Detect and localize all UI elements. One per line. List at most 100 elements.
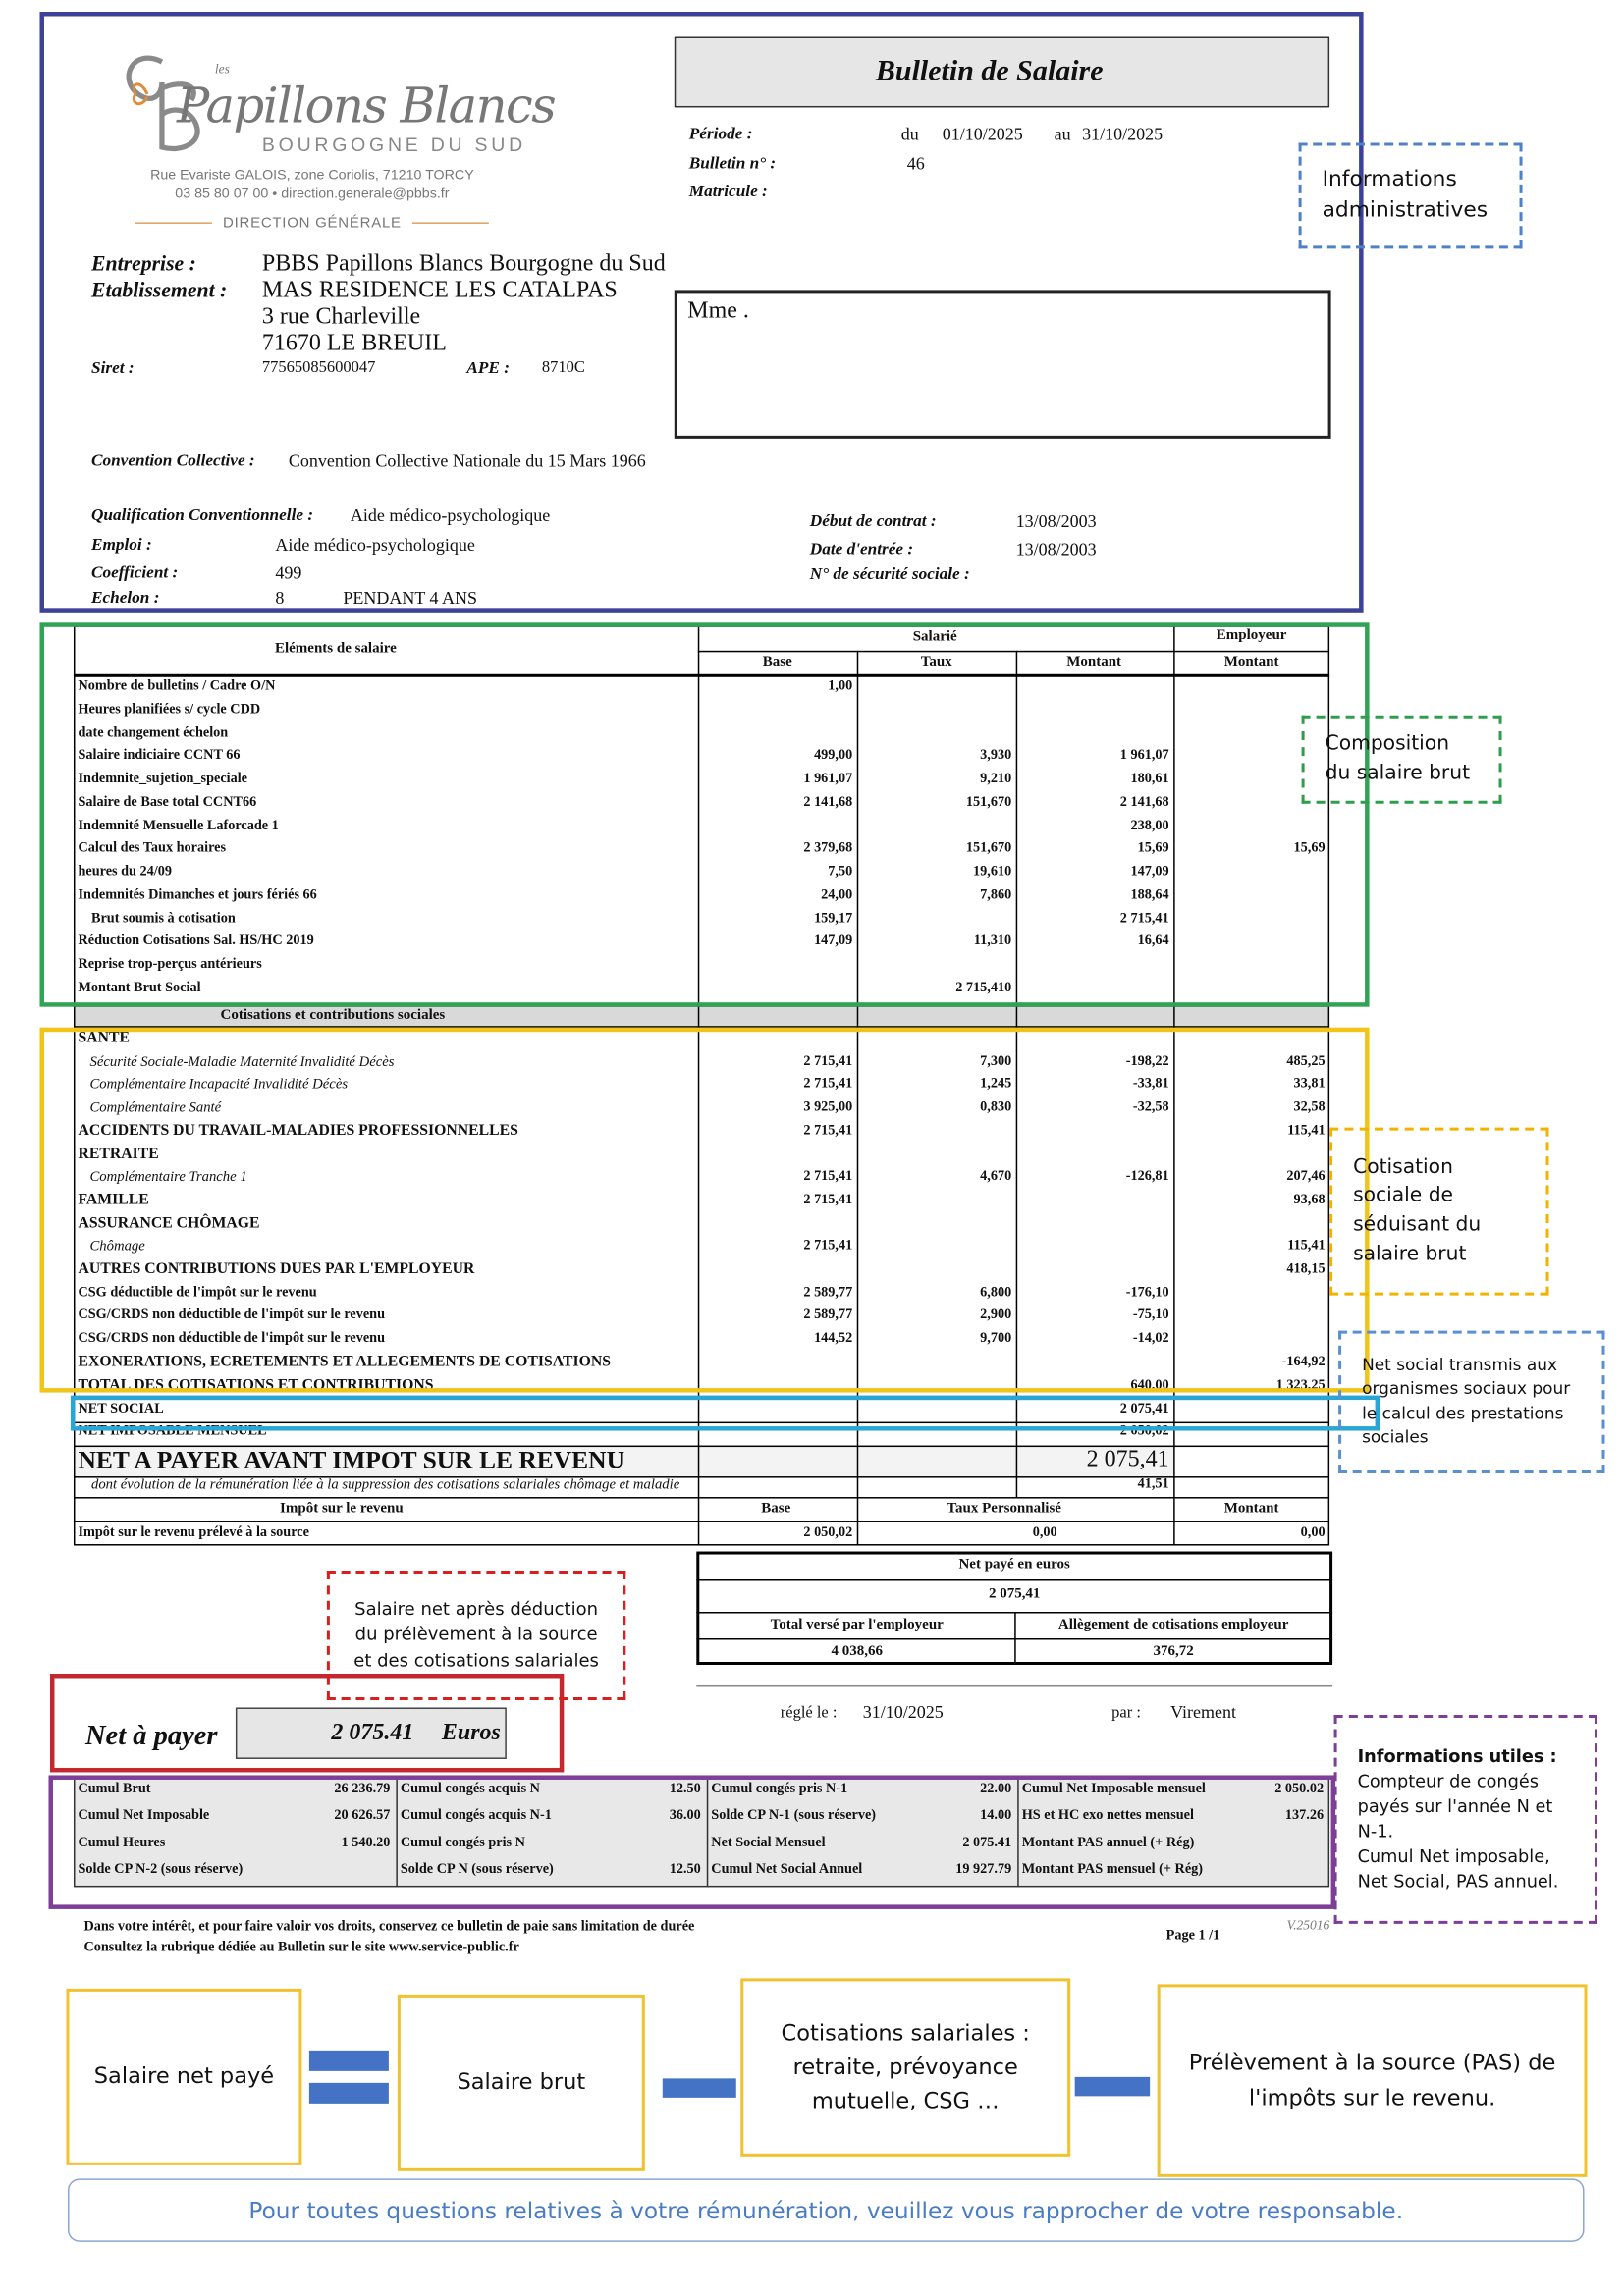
rule — [1173, 625, 1175, 1546]
note-text: Salaire net après déduction du prélèveme… — [353, 1598, 599, 1671]
cell-value: 24,00 — [821, 887, 853, 903]
note-text: Composition du salaire brut — [1325, 731, 1471, 785]
label: Bulletin n° : — [688, 155, 777, 174]
row-label: Indemnite_sujetion_speciale — [78, 772, 248, 787]
cell-value: -75,10 — [1132, 1308, 1169, 1323]
label: du — [900, 124, 919, 145]
cell-value: 1 961,07 — [803, 772, 853, 787]
cumul-value: 12.50 — [669, 1863, 701, 1879]
value: 31/10/2025 — [862, 1701, 944, 1723]
label: Emploi : — [90, 536, 152, 555]
row-label: Calcul des Taux horaires — [78, 841, 227, 857]
cell-value: 2 141,68 — [1119, 795, 1169, 811]
eq-cotisations: Cotisations salariales : retraite, prévo… — [740, 1978, 1071, 2157]
cell-value: 499,00 — [814, 748, 853, 764]
logo-rule — [135, 222, 212, 224]
label: Qualification Conventionnelle : — [90, 507, 314, 525]
logo-address: Rue Evariste GALOIS, zone Coriolis, 7121… — [150, 167, 474, 184]
cell-value: 2 379,68 — [803, 841, 853, 857]
cell-value: -164,92 — [1281, 1355, 1326, 1370]
cumul-label: Montant PAS annuel (+ Rég) — [1021, 1836, 1195, 1851]
row-label: EXONERATIONS, ECRETEMENTS ET ALLEGEMENTS… — [78, 1354, 611, 1370]
cell-value: 0,830 — [980, 1100, 1012, 1116]
column-header: Montant — [1223, 654, 1279, 670]
frame-brut — [39, 622, 1370, 1007]
value: Aide médico-psychologique — [350, 505, 551, 526]
rule — [856, 650, 859, 1546]
cumul-value: 20 626.57 — [334, 1808, 391, 1824]
cell-value: 2 075,41 — [1086, 1446, 1169, 1472]
value: 01/10/2025 — [942, 124, 1023, 145]
cell-value: 188,64 — [1130, 887, 1169, 903]
cell-value: -14,02 — [1132, 1331, 1169, 1347]
rule — [73, 673, 1330, 677]
row-label: date changement échelon — [78, 725, 229, 741]
value: Virement — [1170, 1701, 1237, 1723]
cell-value: 0,00 — [1300, 1525, 1326, 1541]
logo-name: Papillons Blancs — [176, 77, 557, 134]
column-header: Impôt sur le revenu — [280, 1500, 404, 1517]
cell-value: 2,900 — [980, 1308, 1012, 1323]
cumul-value: 26 236.79 — [334, 1782, 391, 1797]
cell-value: 115,41 — [1287, 1123, 1326, 1139]
value: PENDANT 4 ANS — [343, 587, 478, 609]
cotisation-band — [73, 1005, 1330, 1027]
row-label: Nombre de bulletins / Cadre O/N — [78, 679, 276, 695]
cell-value: 1,00 — [828, 679, 853, 695]
logo-mark — [126, 55, 200, 152]
footer-line: Consultez la rubrique dédiée au Bulletin… — [83, 1941, 519, 1956]
frame-cotisation — [39, 1027, 1370, 1393]
row-label: RETRAITE — [78, 1146, 159, 1162]
row-label: Sécurité Sociale-Maladie Maternité Inval… — [89, 1053, 395, 1071]
cell-value: 7,50 — [828, 865, 853, 881]
note-text: Cotisation sociale de séduisant du salai… — [1353, 1154, 1482, 1265]
label: au — [1054, 124, 1071, 145]
label: Allègement de cotisations employeur — [1057, 1616, 1289, 1633]
value: Convention Collective Nationale du 15 Ma… — [288, 451, 646, 472]
note-text: Compteur de congés payés sur l'année N e… — [1357, 1770, 1553, 1842]
label: N° de sécurité sociale : — [809, 565, 970, 584]
cumul-label: Cumul congés pris N — [400, 1836, 525, 1851]
row-label: FAMILLE — [78, 1192, 149, 1208]
row-label: Montant Brut Social — [78, 981, 201, 996]
unit: Euros — [441, 1720, 501, 1746]
title: Bulletin de Salaire — [875, 55, 1104, 88]
value: 8 — [275, 587, 285, 609]
rule — [1014, 1612, 1016, 1665]
cell-value: 159,17 — [814, 911, 853, 927]
cell-value: 32,58 — [1293, 1100, 1326, 1116]
equation-text: Cotisations salariales : retraite, prévo… — [781, 2018, 1030, 2114]
row-label: AUTRES CONTRIBUTIONS DUES PAR L'EMPLOYEU… — [78, 1261, 475, 1278]
note-net-social: Net social transmis aux organismes socia… — [1338, 1330, 1605, 1474]
cumul-value: 137.26 — [1284, 1808, 1325, 1824]
cumul-label: Cumul congés acquis N — [400, 1782, 540, 1797]
cell-value: 41,51 — [1137, 1476, 1169, 1492]
value: Aide médico-psychologique — [275, 534, 475, 556]
label: Matricule : — [688, 183, 768, 201]
cell-value: 2 050,02 — [803, 1525, 853, 1541]
row-label: Complémentaire Santé — [89, 1099, 222, 1117]
cell-value: 19,610 — [973, 865, 1012, 881]
cell-value: 2 715,410 — [955, 981, 1012, 996]
cell-value: 93,68 — [1293, 1193, 1326, 1208]
label: Total versé par l'employeur — [770, 1616, 944, 1633]
cell-value: -176,10 — [1125, 1285, 1169, 1301]
equals-sign — [308, 2082, 389, 2104]
cumul-label: Cumul congés pris N-1 — [711, 1782, 848, 1797]
cell-value: 1,245 — [980, 1077, 1012, 1093]
label: Echelon : — [90, 589, 160, 608]
equation-text: Salaire net payé — [93, 2062, 275, 2090]
employee-name: Mme . — [687, 298, 749, 324]
label: Net à payer — [84, 1721, 218, 1752]
note-utiles: Informations utiles : Compteur de congés … — [1333, 1714, 1598, 1924]
rule — [696, 1579, 1333, 1581]
cell-value: 33,81 — [1293, 1077, 1326, 1093]
page-number: Page 1 /1 — [1165, 1929, 1220, 1945]
cell-value: 151,670 — [965, 841, 1012, 857]
cumul-label: Cumul Net Imposable mensuel — [1021, 1782, 1206, 1797]
cumul-value: 1 540.20 — [341, 1836, 391, 1851]
label: Début de contrat : — [809, 512, 937, 531]
employee-box — [674, 290, 1331, 439]
